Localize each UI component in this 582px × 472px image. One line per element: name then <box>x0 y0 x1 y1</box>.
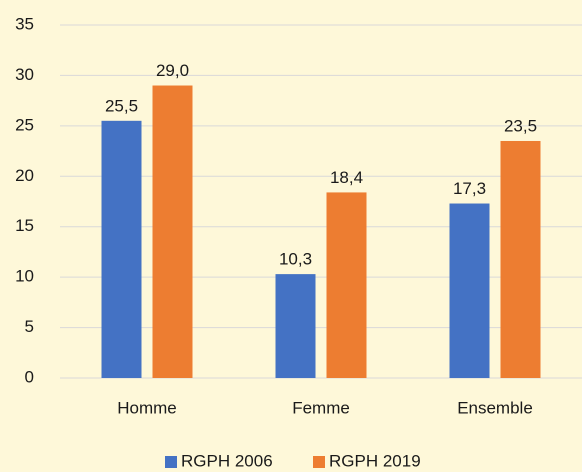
bar <box>101 120 142 379</box>
bar <box>152 85 193 378</box>
y-tick-label: 10 <box>15 267 34 286</box>
value-label: 18,4 <box>330 168 363 187</box>
bar <box>449 203 490 378</box>
y-tick-label: 0 <box>25 367 34 386</box>
value-label: 17,3 <box>453 179 486 198</box>
value-label: 25,5 <box>105 96 138 115</box>
x-tick-label: Ensemble <box>457 398 533 417</box>
bar <box>326 192 367 378</box>
y-tick-label: 20 <box>15 166 34 185</box>
y-tick-label: 35 <box>15 14 34 33</box>
legend-label: RGPH 2006 <box>181 451 273 470</box>
legend-swatch <box>165 456 177 468</box>
legend-label: RGPH 2019 <box>329 451 421 470</box>
bar <box>500 140 541 378</box>
x-tick-label: Homme <box>117 398 177 417</box>
y-tick-label: 15 <box>15 216 34 235</box>
y-tick-label: 5 <box>25 317 34 336</box>
bar <box>275 274 316 378</box>
y-tick-label: 30 <box>15 65 34 84</box>
value-label: 29,0 <box>156 61 189 80</box>
value-label: 23,5 <box>504 116 537 135</box>
legend-swatch <box>313 456 325 468</box>
y-tick-label: 25 <box>15 115 34 134</box>
x-tick-label: Femme <box>292 398 350 417</box>
value-label: 10,3 <box>279 250 312 269</box>
